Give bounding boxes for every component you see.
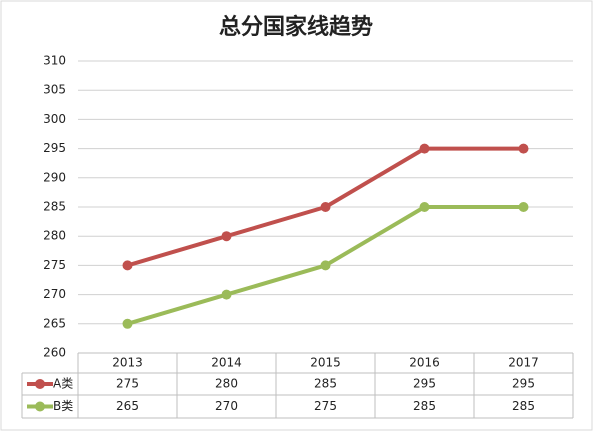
y-tick-label: 310 (43, 54, 66, 68)
y-tick-label: 300 (43, 112, 66, 126)
point (518, 202, 529, 212)
table-value: 285 (314, 377, 337, 391)
table-value: 285 (512, 399, 535, 413)
y-tick-label: 265 (43, 316, 66, 330)
table-value: 275 (116, 377, 139, 391)
table-value: 285 (413, 399, 436, 413)
point (221, 289, 232, 300)
y-tick-label: 275 (43, 258, 66, 272)
point (320, 260, 331, 271)
point (122, 260, 133, 271)
x-tick-label: 2016 (409, 356, 440, 370)
y-tick-label: 285 (43, 200, 66, 214)
y-tick-label: 295 (43, 141, 66, 155)
point (122, 318, 133, 329)
point (221, 231, 232, 242)
table-value: 270 (215, 399, 238, 413)
y-tick-label: 260 (43, 346, 66, 360)
point (419, 202, 430, 212)
table-value: 265 (116, 399, 139, 413)
y-tick-label: 305 (43, 83, 66, 97)
legend-label: A类 (53, 377, 73, 391)
y-tick-label: 270 (43, 287, 66, 301)
legend-marker (35, 401, 45, 412)
point (419, 143, 430, 154)
legend-marker (35, 379, 45, 389)
x-tick-label: 2017 (508, 356, 539, 370)
x-tick-label: 2014 (211, 356, 242, 370)
table-value: 295 (413, 377, 436, 391)
legend-label: B类 (53, 399, 73, 413)
chart-title: 总分国家线趋势 (219, 14, 373, 40)
y-tick-label: 280 (43, 229, 66, 243)
table-value: 280 (215, 377, 238, 391)
point (320, 202, 331, 212)
x-tick-label: 2015 (310, 356, 341, 370)
y-tick-label: 290 (43, 170, 66, 184)
x-tick-label: 2013 (112, 356, 143, 370)
table-value: 275 (314, 399, 337, 413)
table-value: 295 (512, 377, 535, 391)
point (518, 143, 529, 154)
